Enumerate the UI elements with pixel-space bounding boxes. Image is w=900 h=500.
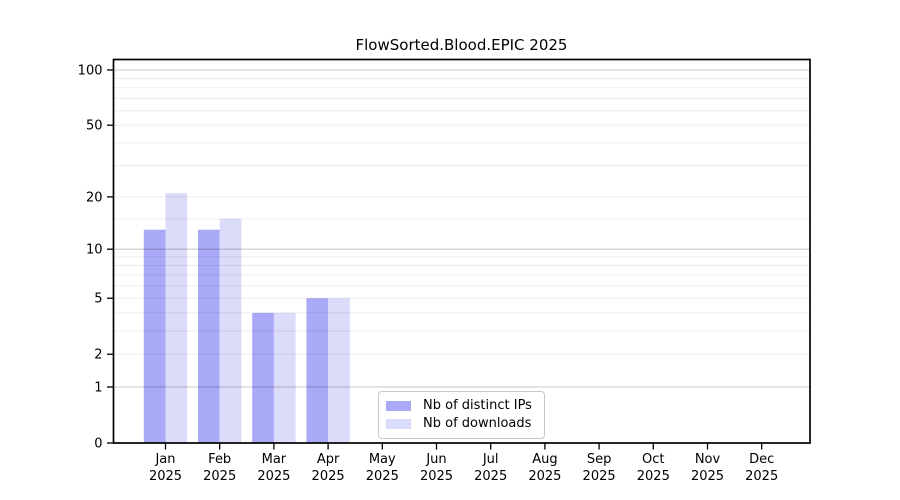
bar-feb-distinct-ips <box>198 229 220 443</box>
x-tick-label-jun: Jun <box>425 452 446 467</box>
legend-swatch-downloads <box>386 419 411 429</box>
x-tick-year-oct: 2025 <box>637 469 670 484</box>
y-tick-label-10: 10 <box>86 243 103 258</box>
x-tick-year-jun: 2025 <box>420 469 453 484</box>
x-tick-year-jan: 2025 <box>149 469 182 484</box>
legend-entry-downloads: Nb of downloads <box>386 416 536 432</box>
x-tick-label-jul: Jul <box>482 452 499 467</box>
legend-label-downloads: Nb of downloads <box>423 416 532 432</box>
x-tick-label-may: May <box>369 452 396 467</box>
x-tick-label-aug: Aug <box>532 452 557 467</box>
x-tick-label-nov: Nov <box>695 452 721 467</box>
x-tick-year-sep: 2025 <box>583 469 616 484</box>
x-tick-year-aug: 2025 <box>528 469 561 484</box>
chart-title: FlowSorted.Blood.EPIC 2025 <box>355 36 568 54</box>
x-tick-year-feb: 2025 <box>203 469 236 484</box>
legend: Nb of distinct IPs Nb of downloads <box>378 391 545 439</box>
bar-jan-downloads <box>165 193 188 443</box>
bar-feb-downloads <box>219 218 242 443</box>
bar-mar-downloads <box>273 312 296 443</box>
x-tick-label-jan: Jan <box>154 452 175 467</box>
plot-border <box>112 58 811 444</box>
x-tick-label-dec: Dec <box>749 452 774 467</box>
y-tick-label-0: 0 <box>94 437 102 452</box>
y-tick-label-2: 2 <box>94 348 102 363</box>
bar-apr-distinct-ips <box>306 298 329 443</box>
x-tick-label-oct: Oct <box>642 452 664 467</box>
bar-apr-downloads <box>328 298 350 443</box>
x-tick-label-mar: Mar <box>262 452 287 467</box>
y-tick-label-20: 20 <box>86 190 103 205</box>
x-tick-year-apr: 2025 <box>312 469 345 484</box>
x-tick-label-sep: Sep <box>587 452 612 467</box>
x-tick-year-nov: 2025 <box>691 469 724 484</box>
x-tick-year-dec: 2025 <box>745 469 778 484</box>
y-tick-label-100: 100 <box>78 64 103 79</box>
bar-mar-distinct-ips <box>252 312 274 443</box>
legend-swatch-distinct-ips <box>386 401 411 411</box>
y-tick-label-50: 50 <box>86 119 103 134</box>
x-tick-year-jul: 2025 <box>474 469 507 484</box>
y-tick-label-5: 5 <box>94 292 102 307</box>
x-tick-label-apr: Apr <box>317 452 340 467</box>
legend-label-distinct-ips: Nb of distinct IPs <box>423 398 532 414</box>
x-tick-label-feb: Feb <box>208 452 231 467</box>
x-tick-year-may: 2025 <box>366 469 399 484</box>
bar-jan-distinct-ips <box>143 229 166 443</box>
legend-entry-distinct-ips: Nb of distinct IPs <box>386 398 536 414</box>
y-tick-label-1: 1 <box>94 381 102 396</box>
x-tick-year-mar: 2025 <box>257 469 290 484</box>
